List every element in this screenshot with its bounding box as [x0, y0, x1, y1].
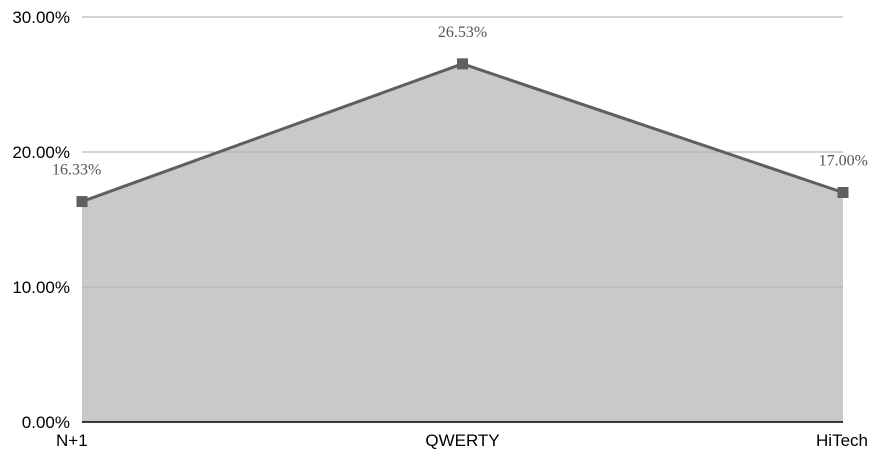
data-point-marker: [457, 58, 468, 69]
series-area-fill: [82, 64, 843, 422]
x-tick-label: N+1: [56, 431, 88, 450]
y-tick-label: 0.00%: [22, 413, 70, 432]
y-axis-tick-labels: 0.00% 10.00% 20.00% 30.00%: [12, 8, 70, 432]
x-axis-tick-labels: N+1 QWERTY HiTech: [56, 431, 868, 450]
data-label: 17.00%: [819, 153, 868, 170]
y-tick-label: 30.00%: [12, 8, 70, 27]
series-area: [77, 17, 849, 422]
y-tick-label: 20.00%: [12, 143, 70, 162]
x-tick-label: QWERTY: [425, 431, 499, 450]
data-label: 16.33%: [52, 162, 101, 179]
data-point-marker: [838, 187, 849, 198]
y-tick-label: 10.00%: [12, 278, 70, 297]
data-label: 26.53%: [438, 24, 487, 41]
data-point-marker: [77, 196, 88, 207]
x-tick-label: HiTech: [816, 431, 868, 450]
